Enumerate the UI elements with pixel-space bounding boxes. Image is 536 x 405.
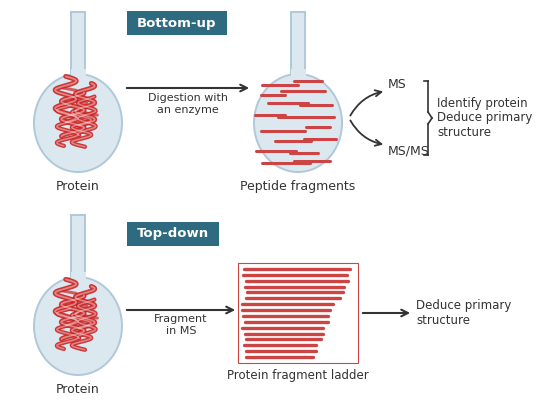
Ellipse shape — [34, 277, 122, 375]
Ellipse shape — [34, 74, 122, 172]
Bar — [291, 12, 305, 78]
Text: MS/MS: MS/MS — [388, 145, 430, 158]
Text: MS: MS — [388, 79, 407, 92]
Text: Protein: Protein — [56, 180, 100, 193]
FancyBboxPatch shape — [127, 222, 219, 246]
Text: Deduce primary
structure: Deduce primary structure — [416, 299, 511, 327]
Bar — [71, 12, 85, 78]
Bar — [238, 263, 358, 363]
Text: Peptide fragments: Peptide fragments — [240, 180, 355, 193]
FancyBboxPatch shape — [127, 11, 227, 35]
Text: Protein: Protein — [56, 383, 100, 396]
Bar — [71, 69, 86, 81]
Ellipse shape — [254, 74, 342, 172]
Text: Digestion with
an enzyme: Digestion with an enzyme — [148, 93, 228, 115]
Bar — [71, 215, 85, 281]
Bar — [291, 69, 306, 81]
Text: Top-down: Top-down — [137, 228, 209, 241]
Bar — [71, 272, 86, 284]
Text: Bottom-up: Bottom-up — [137, 17, 217, 30]
Text: Identify protein
Deduce primary
structure: Identify protein Deduce primary structur… — [437, 96, 532, 139]
Text: Fragment
in MS: Fragment in MS — [154, 314, 208, 336]
Text: Protein fragment ladder: Protein fragment ladder — [227, 369, 369, 382]
